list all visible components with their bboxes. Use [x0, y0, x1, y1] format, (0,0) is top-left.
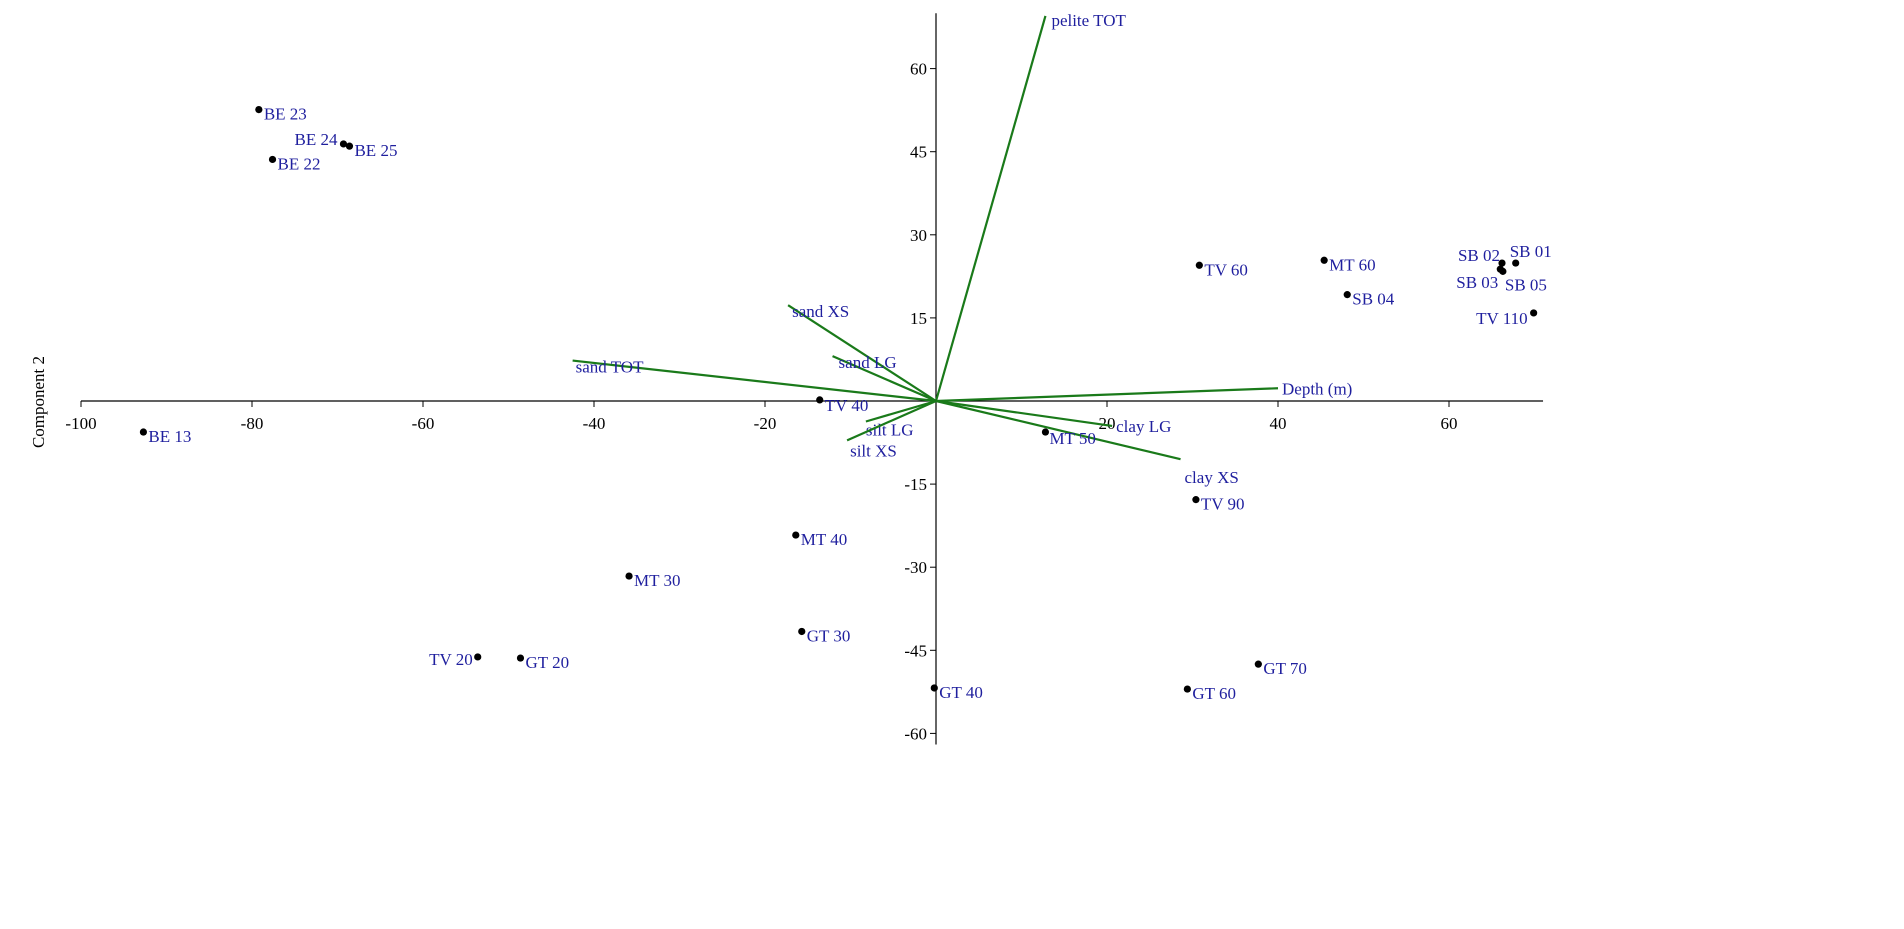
loading-vector-line [865, 399, 937, 423]
score-point [1499, 267, 1507, 275]
score-point-label: SB 02 [1458, 246, 1500, 265]
score-point-label: GT 20 [525, 653, 569, 672]
score-point-label: SB 03 [1456, 273, 1498, 292]
y-tick-label: -30 [904, 558, 927, 577]
loading-vector-label: sand XS [792, 302, 849, 321]
score-point-label: BE 23 [264, 105, 307, 124]
score-point [816, 396, 824, 404]
loading-vector-label: sand LG [839, 353, 897, 372]
score-point [798, 627, 806, 636]
loading-vector-line [832, 355, 937, 403]
x-tick-label: -100 [65, 414, 96, 433]
loading-vector-label: clay XS [1185, 468, 1239, 487]
score-point-label: SB 01 [1510, 242, 1552, 261]
score-points-group: BE 23 BE 24 BE 25 BE 22 BE 13 TV 40 MT 50 TV 60… [139, 105, 1552, 703]
score-point-label: BE 22 [278, 154, 321, 173]
score-point [345, 142, 354, 150]
score-point-label: TV 40 [825, 396, 869, 415]
score-point [1041, 428, 1050, 436]
score-point [139, 428, 148, 436]
score-point-label: TV 60 [1204, 260, 1248, 279]
score-point [1343, 291, 1351, 299]
score-point-label: GT 70 [1263, 659, 1307, 678]
score-point [474, 653, 482, 661]
score-point-label: SB 04 [1352, 290, 1395, 309]
score-point [625, 572, 633, 580]
y-tick-label: -60 [904, 724, 927, 743]
loading-vector-label: silt XS [850, 441, 897, 460]
y-ticks-group: 60 45 30 15 -15 -30 -45 -60 [904, 60, 936, 743]
loading-vector-line [935, 399, 1181, 461]
x-tick-label: -80 [241, 414, 264, 433]
score-point-label: GT 30 [807, 626, 851, 645]
score-point [1530, 309, 1538, 317]
score-point [1498, 259, 1506, 267]
score-point [1192, 496, 1200, 504]
y-tick-label: 30 [910, 226, 927, 245]
x-ticks-group: -100 -80 -60 -40 -20 20 40 60 [65, 401, 1458, 433]
score-point-label: MT 50 [1049, 429, 1095, 448]
x-tick-label: -40 [583, 414, 606, 433]
score-point-label: GT 60 [1192, 684, 1236, 703]
score-point [1254, 660, 1262, 668]
y-tick-label: 45 [910, 143, 927, 162]
score-point [1320, 256, 1328, 264]
score-point-label: GT 40 [939, 683, 983, 702]
score-point [930, 684, 938, 692]
y-tick-label: -15 [904, 475, 927, 494]
loading-vector-label: silt LG [866, 420, 914, 439]
y-axis-title: Component 2 [29, 356, 48, 448]
loading-vector-line [934, 15, 1047, 402]
score-point-label: TV 110 [1476, 309, 1527, 328]
score-point [516, 654, 525, 662]
score-point-label: BE 25 [354, 141, 397, 160]
x-tick-label: -20 [754, 414, 777, 433]
score-point-label: SB 05 [1505, 275, 1547, 294]
loading-vector-line [935, 387, 1279, 403]
y-tick-label: 15 [910, 309, 927, 328]
loading-vector-label: sand TOT [576, 358, 644, 377]
score-point [1183, 685, 1191, 693]
score-point-label: BE 13 [148, 427, 191, 446]
x-tick-label: 20 [1099, 414, 1116, 433]
loading-vector-label: Depth (m) [1282, 379, 1352, 398]
score-point [255, 105, 263, 114]
score-point-label: TV 20 [429, 650, 473, 669]
y-tick-label: 60 [910, 60, 927, 79]
loading-vector-label: pelite TOT [1051, 11, 1126, 30]
score-point-label: MT 30 [634, 571, 680, 590]
score-point [1512, 259, 1520, 267]
score-point [1195, 261, 1203, 269]
score-point [792, 531, 800, 539]
score-point-label: BE 24 [295, 130, 338, 149]
y-tick-label: -45 [904, 641, 927, 660]
loading-vector-line [846, 399, 937, 442]
loading-vector-line [935, 399, 1113, 428]
x-tick-label: 60 [1441, 414, 1458, 433]
score-point-label: TV 90 [1201, 495, 1245, 514]
score-point [268, 155, 277, 164]
loading-vector-line [787, 304, 937, 402]
axes-group [81, 13, 1544, 745]
loading-vectors-group: pelite TOT sand XS sand LG sand TOT silt LG s… [572, 11, 1352, 487]
x-tick-label: -60 [412, 414, 435, 433]
x-tick-label: 40 [1270, 414, 1287, 433]
loading-vector-line [572, 359, 937, 403]
score-point-label: MT 40 [801, 530, 847, 549]
score-point [339, 140, 348, 148]
score-point-label: MT 60 [1329, 255, 1375, 274]
loading-vector-label: clay LG [1116, 417, 1171, 436]
